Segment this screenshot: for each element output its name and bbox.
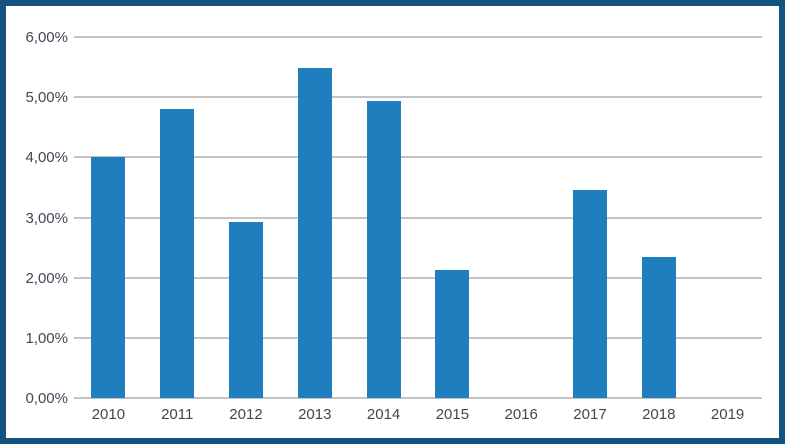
- bar-2014: [366, 101, 401, 398]
- x-axis-tick-label-2015: 2015: [435, 406, 470, 423]
- x-axis-tick-label-2018: 2018: [642, 406, 676, 423]
- gridline-200: [74, 276, 762, 279]
- y-axis-tick-label: 6,00%: [25, 29, 68, 46]
- gridline-100: [74, 336, 762, 339]
- y-axis-tick-label: 1,00%: [25, 329, 68, 347]
- x-axis-tick-label-2019: 2019: [710, 406, 745, 423]
- gridline-400: [74, 156, 762, 159]
- y-axis-tick-label: 4,00%: [25, 149, 68, 167]
- gridline-600: [74, 36, 762, 38]
- x-axis-tick-label-2013: 2013: [298, 406, 332, 423]
- y-axis-tick-label: 2,00%: [25, 269, 68, 287]
- gridline-500: [74, 96, 762, 99]
- bar-2011: [160, 109, 195, 398]
- y-axis-tick-label: 3,00%: [25, 209, 68, 227]
- bar-2018: [641, 256, 676, 398]
- bar-2012: [229, 221, 263, 398]
- bar-2017: [573, 190, 607, 398]
- gridline-000: [74, 397, 762, 399]
- bar-2015: [435, 270, 470, 398]
- gridline-300: [74, 216, 762, 219]
- bar-2013: [297, 68, 332, 398]
- x-axis-tick-label-2014: 2014: [366, 406, 401, 423]
- y-axis-tick-label: 0,00%: [25, 390, 68, 407]
- x-axis-tick-label-2010: 2010: [91, 406, 126, 423]
- x-axis-tick-label-2016: 2016: [504, 406, 538, 423]
- x-axis-tick-label-2012: 2012: [229, 406, 263, 423]
- bar-2010: [91, 157, 126, 398]
- plot-area: [74, 36, 762, 399]
- x-axis-tick-label-2017: 2017: [573, 406, 607, 423]
- y-axis-tick-label: 5,00%: [25, 89, 68, 107]
- x-axis-tick-label-2011: 2011: [161, 406, 194, 423]
